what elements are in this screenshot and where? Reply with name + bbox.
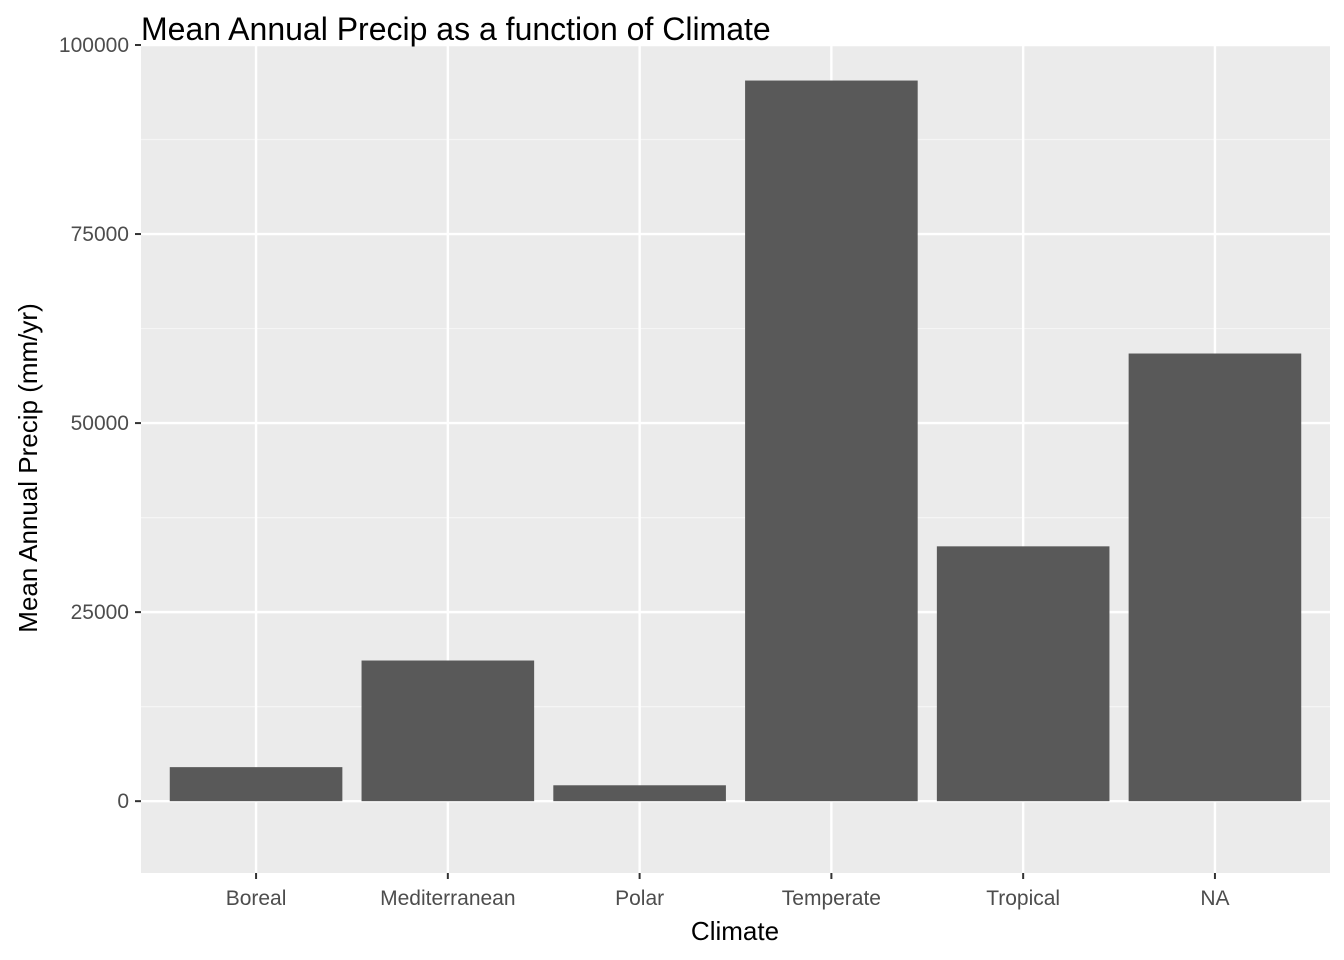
x-tick-label: NA	[1200, 887, 1229, 910]
bar-boreal	[169, 767, 343, 802]
x-tick-label: Boreal	[226, 887, 287, 910]
y-tick-label: 50000	[71, 412, 129, 435]
chart-title: Mean Annual Precip as a function of Clim…	[141, 11, 771, 47]
y-axis: 0 25000 50000 75000 100000	[59, 34, 141, 813]
bar-tropical	[936, 546, 1110, 802]
bar-na	[1128, 353, 1302, 802]
y-tick-label: 0	[117, 790, 129, 813]
bar-polar	[553, 785, 726, 802]
bars	[169, 80, 1302, 802]
y-tick-label: 25000	[71, 601, 129, 624]
bar-mediterranean	[361, 660, 535, 802]
x-tick-label: Mediterranean	[380, 887, 515, 910]
y-tick-label: 100000	[59, 34, 129, 57]
x-tick-label: Polar	[615, 887, 664, 910]
x-tick-label: Tropical	[986, 887, 1060, 910]
bar-temperate	[745, 80, 918, 802]
y-tick-label: 75000	[71, 223, 129, 246]
x-axis: Boreal Mediterranean Polar Temperate Tropica…	[226, 873, 1230, 910]
x-axis-title: Climate	[691, 916, 779, 946]
x-tick-label: Temperate	[782, 887, 881, 910]
y-axis-title: Mean Annual Precip (mm/yr)	[13, 303, 43, 632]
